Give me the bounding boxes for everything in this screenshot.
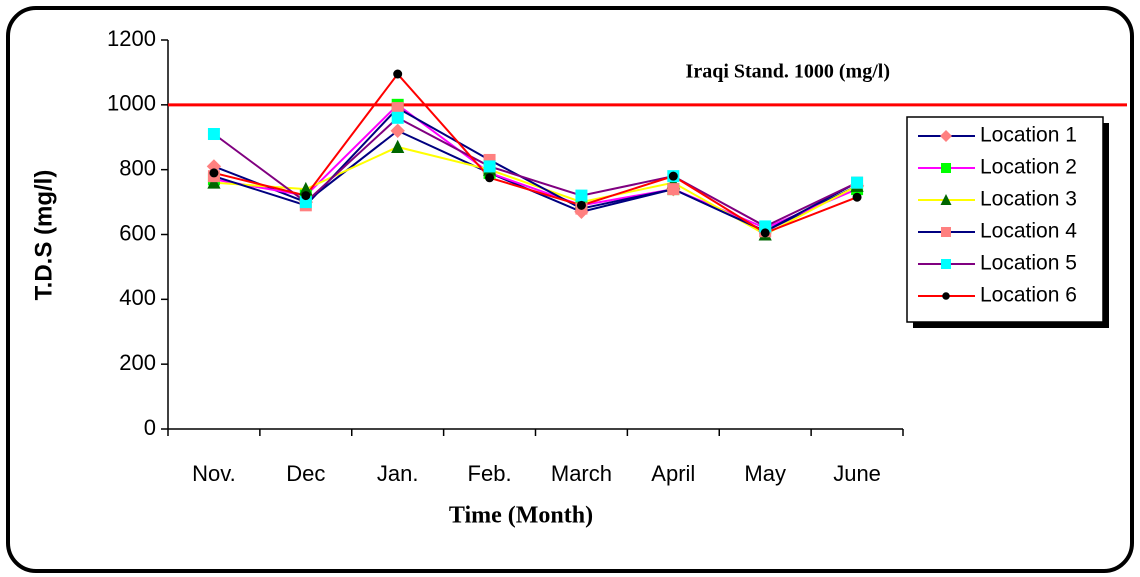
legend-label: Location 4 — [980, 220, 1077, 243]
marker — [941, 259, 951, 269]
marker — [209, 168, 219, 178]
marker — [851, 176, 864, 189]
marker — [391, 139, 405, 153]
x-tick-label: Dec — [286, 461, 325, 486]
marker — [206, 159, 222, 174]
x-tick-label: April — [651, 461, 695, 486]
y-tick-label: 1200 — [107, 26, 156, 51]
marker — [483, 160, 496, 173]
legend — [906, 116, 1104, 323]
series-line — [213, 103, 858, 230]
y-tick-label: 800 — [119, 155, 156, 180]
marker — [576, 200, 586, 210]
marker — [391, 111, 404, 124]
y-tick-label: 600 — [119, 220, 156, 245]
x-tick-label: June — [833, 461, 881, 486]
legend-label: Location 3 — [980, 188, 1077, 211]
marker — [393, 69, 403, 79]
frame — [6, 6, 1134, 573]
y-tick-label: 0 — [144, 415, 156, 440]
marker — [390, 123, 405, 138]
marker — [301, 191, 311, 201]
marker — [299, 196, 312, 209]
x-axis-label: Time (Month) — [449, 503, 593, 529]
marker — [485, 173, 495, 183]
legend-label: Location 2 — [980, 156, 1077, 179]
marker — [668, 171, 678, 181]
legend-label: Location 6 — [980, 284, 1077, 307]
legend-label: Location 5 — [980, 252, 1077, 275]
x-tick-label: Jan. — [377, 461, 419, 486]
marker — [759, 220, 772, 233]
marker — [852, 192, 862, 202]
x-tick-label: Nov. — [192, 461, 236, 486]
marker — [207, 128, 220, 141]
y-axis-label: T.D.S (mg/l) — [30, 170, 57, 301]
marker — [575, 189, 588, 202]
x-tick-label: Feb. — [468, 461, 512, 486]
marker — [667, 183, 680, 196]
x-tick-label: May — [744, 461, 786, 486]
marker — [391, 102, 404, 115]
y-tick-label: 200 — [119, 350, 156, 375]
marker — [941, 227, 951, 237]
series-line — [213, 72, 858, 234]
y-tick-label: 400 — [119, 285, 156, 310]
annotation: Iraqi Stand. 1000 (mg/l) — [686, 61, 890, 83]
marker — [940, 194, 952, 205]
marker — [941, 163, 951, 173]
x-tick-label: March — [551, 461, 612, 486]
marker — [942, 292, 950, 300]
marker — [760, 228, 770, 238]
y-tick-label: 1000 — [107, 91, 156, 116]
series-line — [213, 145, 858, 236]
marker — [940, 130, 952, 142]
legend-label: Location 1 — [980, 124, 1077, 147]
marker — [299, 181, 313, 196]
series-line — [213, 116, 858, 228]
